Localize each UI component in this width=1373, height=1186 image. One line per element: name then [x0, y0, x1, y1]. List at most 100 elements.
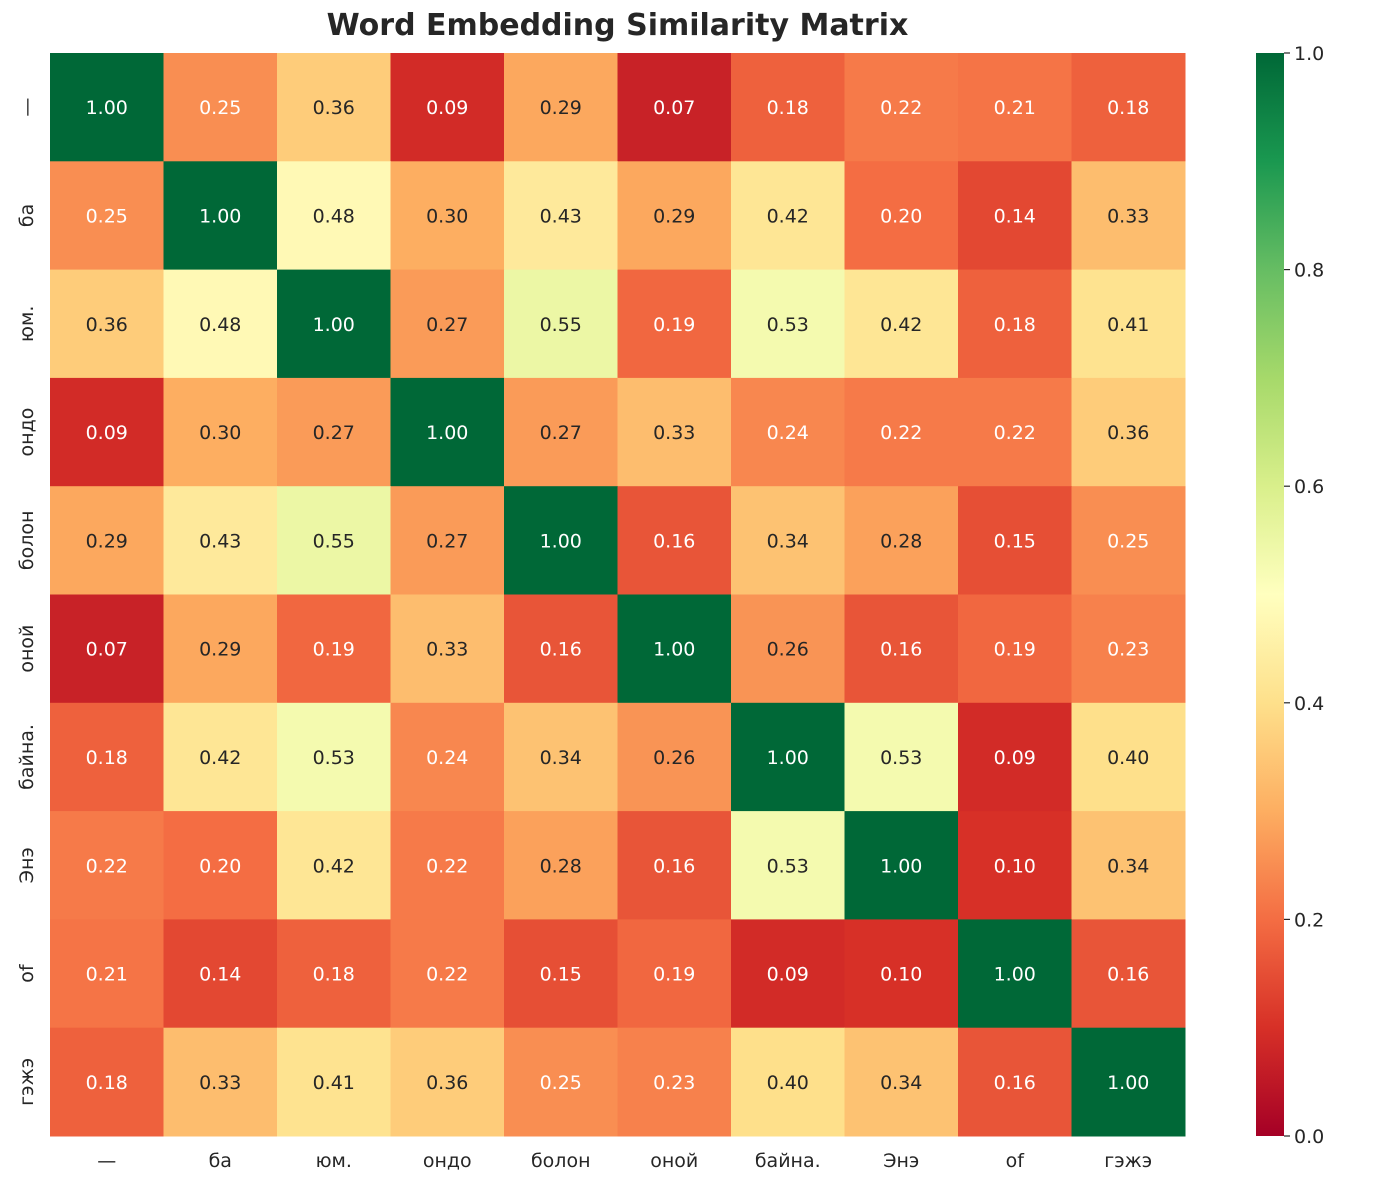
- heatmap-cell: [163, 1027, 278, 1137]
- y-tick-label: ба: [16, 204, 38, 227]
- heatmap-cell: [958, 702, 1072, 812]
- heatmap-cell: [390, 377, 505, 487]
- cell-value-label: 0.16: [653, 855, 695, 877]
- heatmap-cell: [731, 919, 845, 1029]
- x-tick-label: Энэ: [883, 1150, 919, 1172]
- cell-value-label: 0.25: [540, 1072, 582, 1094]
- heatmap-cell: [504, 1027, 618, 1137]
- cell-value-label: 0.16: [994, 1072, 1036, 1094]
- cell-value-label: 0.24: [426, 747, 468, 769]
- x-tick-label: ондо: [423, 1150, 472, 1172]
- heatmap-cell: [504, 53, 618, 162]
- colorbar-tick-label: 0.6: [1294, 476, 1324, 498]
- cell-value-label: 0.27: [540, 422, 582, 444]
- cell-value-label: 0.33: [653, 422, 695, 444]
- cell-value-label: 0.18: [313, 964, 355, 986]
- cell-value-label: 0.26: [767, 639, 809, 661]
- heatmap-cell: [844, 811, 959, 920]
- cell-value-label: 0.24: [767, 422, 809, 444]
- heatmap-cell: [50, 53, 164, 162]
- cell-value-label: 0.27: [426, 314, 468, 336]
- heatmap-cell: [731, 594, 845, 704]
- heatmap-cell: [504, 161, 618, 271]
- cell-value-label: 0.07: [653, 97, 695, 119]
- cell-value-label: 0.20: [199, 855, 241, 877]
- cell-value-label: 0.18: [994, 314, 1036, 336]
- cell-value-label: 0.53: [313, 747, 355, 769]
- cell-value-label: 0.19: [313, 639, 355, 661]
- cell-value-label: 0.18: [767, 97, 809, 119]
- heatmap-cell: [504, 486, 618, 595]
- heatmap-cell: [617, 269, 732, 379]
- heatmap-cell: [958, 1027, 1072, 1137]
- cell-value-label: 0.42: [767, 205, 809, 227]
- heatmap-cell: [617, 1027, 732, 1137]
- heatmap-cell: [163, 486, 278, 595]
- cell-value-label: 1.00: [994, 964, 1036, 986]
- cell-value-label: 0.28: [540, 855, 582, 877]
- heatmap-cell: [617, 486, 732, 595]
- cell-value-label: 0.14: [199, 964, 241, 986]
- colorbar-tick-label: 0.0: [1294, 1126, 1324, 1148]
- chart-title: Word Embedding Similarity Matrix: [326, 8, 909, 43]
- cell-value-label: 0.22: [880, 97, 922, 119]
- y-tick-label: —: [16, 98, 38, 117]
- heatmap-cell: [844, 594, 959, 704]
- cell-value-label: 0.25: [86, 205, 128, 227]
- heatmap-cell: [277, 919, 391, 1029]
- heatmap-cell: [277, 702, 391, 812]
- heatmap-cell: [958, 594, 1072, 704]
- cell-value-label: 0.25: [199, 97, 241, 119]
- cell-value-label: 0.16: [880, 639, 922, 661]
- heatmap-cell: [277, 269, 391, 379]
- heatmap-cell: [390, 486, 505, 595]
- cell-value-label: 0.34: [1107, 855, 1149, 877]
- heatmap-cell: [50, 919, 164, 1029]
- cell-value-label: 1.00: [199, 205, 241, 227]
- heatmap-cell: [504, 377, 618, 487]
- heatmap-cell: [277, 377, 391, 487]
- heatmap-cell: [390, 53, 505, 162]
- cell-value-label: 0.33: [199, 1072, 241, 1094]
- heatmap-cell: [844, 702, 959, 812]
- x-tick-label: юм.: [316, 1150, 352, 1172]
- cell-value-label: 0.09: [994, 747, 1036, 769]
- cell-value-label: 1.00: [767, 747, 809, 769]
- heatmap-cell: [1071, 594, 1186, 704]
- cell-value-label: 0.22: [426, 855, 468, 877]
- heatmap-cell: [731, 269, 845, 379]
- cell-value-label: 0.30: [199, 422, 241, 444]
- heatmap-cell: [617, 594, 732, 704]
- heatmap-cell: [1071, 377, 1186, 487]
- heatmap-cell: [731, 1027, 845, 1137]
- cell-value-label: 0.42: [313, 855, 355, 877]
- cell-value-label: 0.16: [1107, 964, 1149, 986]
- heatmap-cell: [390, 161, 505, 271]
- heatmap-cell: [844, 269, 959, 379]
- x-tick-label: болон: [531, 1150, 591, 1172]
- heatmap-cell: [50, 377, 164, 487]
- heatmap-cell: [1071, 1027, 1186, 1137]
- cell-value-label: 0.41: [1107, 314, 1149, 336]
- cell-value-label: 0.33: [1107, 205, 1149, 227]
- heatmap-cell: [1071, 811, 1186, 920]
- y-tick-label: байна.: [16, 724, 38, 790]
- cell-value-label: 0.40: [1107, 747, 1149, 769]
- cell-value-label: 0.16: [653, 530, 695, 552]
- y-tick-label: of: [16, 963, 38, 983]
- cell-value-label: 0.09: [426, 97, 468, 119]
- heatmap-cell: [504, 919, 618, 1029]
- heatmap-cell: [390, 919, 505, 1029]
- cell-value-label: 0.42: [199, 747, 241, 769]
- heatmap-cell: [504, 811, 618, 920]
- cell-value-label: 0.43: [199, 530, 241, 552]
- colorbar: [1256, 53, 1284, 1136]
- heatmap-cell: [277, 486, 391, 595]
- heatmap-cell: [163, 377, 278, 487]
- cell-value-label: 0.53: [767, 314, 809, 336]
- cell-value-label: 0.10: [994, 855, 1036, 877]
- heatmap-cell: [1071, 919, 1186, 1029]
- heatmap-cell: [844, 1027, 959, 1137]
- y-tick-label: болон: [16, 511, 38, 571]
